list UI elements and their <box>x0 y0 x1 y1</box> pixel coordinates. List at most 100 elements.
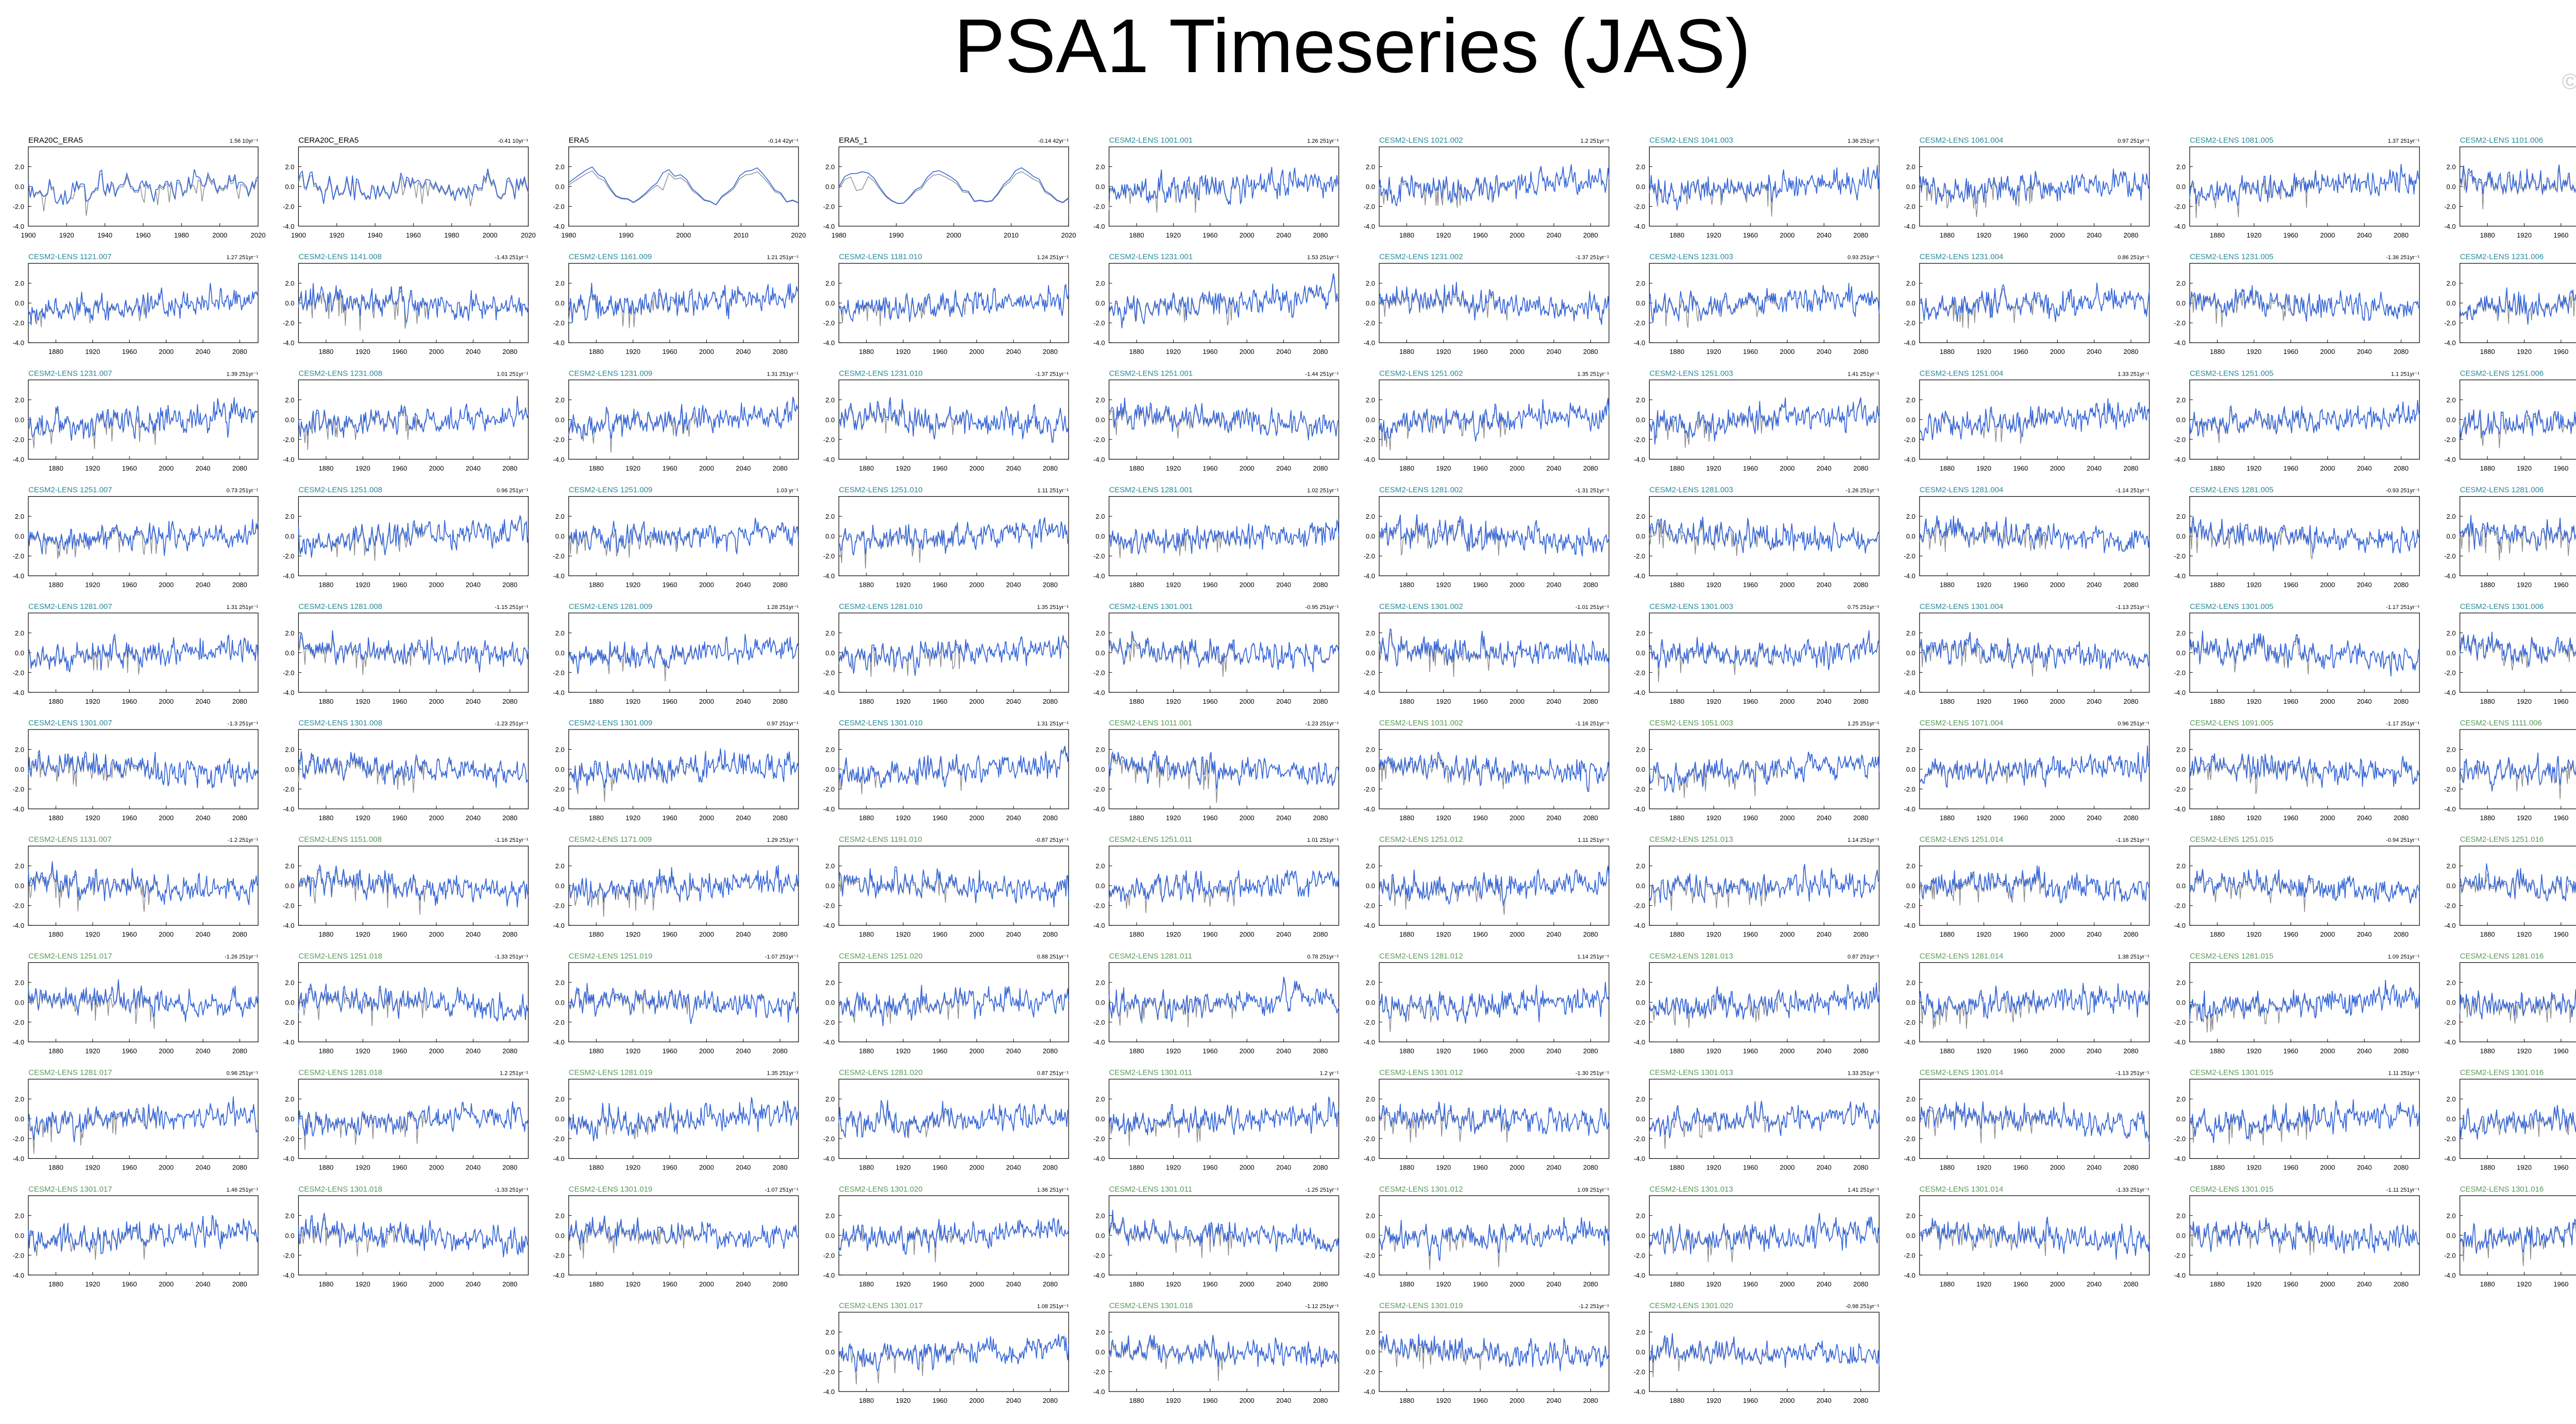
y-tick-label: -4.0 <box>283 455 294 463</box>
series-line <box>298 1101 529 1137</box>
panel-title: CESM2-LENS 1251.017 <box>28 952 112 960</box>
timeseries-panel: CESM2-LENS 1281.014 1.38 251yr⁻¹ 2.0 0.0 -2.… <box>1904 952 2150 1055</box>
x-tick-label: 1920 <box>85 814 100 822</box>
x-tick-label: 1960 <box>663 1164 677 1172</box>
y-tick-label: -4.0 <box>283 689 294 697</box>
series-line <box>838 284 1069 323</box>
x-tick-label: 1960 <box>1473 348 1488 355</box>
x-tick-label: 1920 <box>2247 930 2262 938</box>
x-tick-label: 2040 <box>1817 348 1832 355</box>
series-line <box>568 397 799 439</box>
x-tick-label: 1880 <box>1669 930 1684 938</box>
panel-trend: 1.33 251yr⁻¹ <box>2117 371 2149 377</box>
reference-series-line <box>2459 756 2576 800</box>
x-tick-label: 1920 <box>1706 1280 1721 1288</box>
panel-title: CESM2-LENS 1251.011 <box>1109 835 1192 844</box>
panel-title: CESM2-LENS 1301.007 <box>28 719 112 727</box>
x-tick-label: 2040 <box>1546 581 1561 589</box>
y-tick-label: -4.0 <box>823 1038 835 1046</box>
y-tick-label: -4.0 <box>1904 689 1915 697</box>
panel-title: CESM2-LENS 1281.002 <box>1379 486 1463 495</box>
x-tick-label: 2080 <box>1313 1280 1328 1288</box>
panel-title: CESM2-LENS 1281.004 <box>1920 486 2004 495</box>
x-tick-label: 1920 <box>1166 698 1181 705</box>
y-tick-label: 0.0 <box>15 299 24 307</box>
x-tick-label: 2000 <box>2050 698 2065 705</box>
x-tick-label: 2000 <box>2050 581 2065 589</box>
x-tick-label: 2000 <box>1240 1164 1255 1172</box>
y-tick-label: 2.0 <box>825 513 835 520</box>
x-tick-label: 1880 <box>2480 1164 2495 1172</box>
x-tick-label: 2080 <box>773 1280 788 1288</box>
timeseries-panel: CESM2-LENS 1231.010 -1.37 251yr⁻¹ 2.0 0.0 -2… <box>823 369 1069 472</box>
x-tick-label: 1960 <box>2283 1280 2298 1288</box>
timeseries-panel: CESM2-LENS 1001.001 1.26 251yr⁻¹ 2.0 0.0 -2.… <box>1093 136 1340 239</box>
y-tick-label: -4.0 <box>2444 455 2455 463</box>
panel-title: CESM2-LENS 1281.016 <box>2460 952 2544 960</box>
panel-title: CESM2-LENS 1301.004 <box>1920 602 2004 611</box>
y-tick-label: -2.0 <box>283 1251 294 1259</box>
panel-title: CESM2-LENS 1251.018 <box>298 952 382 960</box>
x-tick-label: 2040 <box>1817 1164 1832 1172</box>
x-tick-label: 1880 <box>589 464 604 472</box>
x-tick-label: 1960 <box>2013 1164 2028 1172</box>
timeseries-panel: CESM2-LENS 1251.020 0.88 251yr⁻¹ 2.0 0.0 -2.… <box>823 952 1069 1055</box>
y-tick-label: -4.0 <box>283 922 294 929</box>
x-tick-label: 2040 <box>2357 231 2372 239</box>
x-tick-label: 2080 <box>1853 581 1868 589</box>
x-tick-label: 2080 <box>1853 1047 1868 1055</box>
panel-title: CESM2-LENS 1251.005 <box>2190 369 2274 378</box>
x-tick-label: 1960 <box>1743 814 1758 822</box>
panel-trend: -1.2 251yr⁻¹ <box>1579 1303 1609 1310</box>
series-line <box>2459 989 2576 1020</box>
y-tick-label: -4.0 <box>2444 572 2455 580</box>
y-tick-label: 2.0 <box>15 979 24 987</box>
panel-title: CESM2-LENS 1101.006 <box>2460 136 2543 145</box>
panel-trend: 1.31 251yr⁻¹ <box>227 604 259 611</box>
x-tick-label: 2000 <box>1510 464 1524 472</box>
x-tick-label: 1920 <box>1976 1280 1991 1288</box>
y-tick-label: -4.0 <box>2174 572 2185 580</box>
x-tick-label: 2080 <box>773 930 788 938</box>
y-tick-label: -4.0 <box>1634 805 1645 813</box>
series-line <box>1649 752 1880 794</box>
x-tick-label: 2000 <box>1510 698 1524 705</box>
x-tick-label: 2040 <box>1817 231 1832 239</box>
panel-trend: -1.33 251yr⁻¹ <box>495 1187 528 1193</box>
x-tick-label: 1960 <box>2013 698 2028 705</box>
x-tick-label: 1960 <box>122 698 137 705</box>
series-line <box>1109 397 1340 440</box>
x-tick-label: 1960 <box>663 930 677 938</box>
y-tick-label: -4.0 <box>1634 223 1645 230</box>
y-tick-label: 2.0 <box>825 280 835 287</box>
x-tick-label: 1880 <box>1129 814 1144 822</box>
y-tick-label: -2.0 <box>2174 902 2185 910</box>
x-tick-label: 1980 <box>561 231 576 239</box>
x-tick-label: 2000 <box>1780 1047 1795 1055</box>
panel-trend: 1.36 251yr⁻¹ <box>1037 1187 1069 1193</box>
timeseries-panel: CESM2-LENS 1081.005 1.37 251yr⁻¹ 2.0 0.0 -2.… <box>2174 136 2420 239</box>
y-tick-label: 2.0 <box>15 280 24 287</box>
x-tick-label: 1880 <box>589 814 604 822</box>
reference-series-line <box>298 634 529 675</box>
panel-trend: -0.94 251yr⁻¹ <box>2386 837 2419 843</box>
x-tick-label: 2040 <box>1276 930 1291 938</box>
x-tick-label: 1880 <box>859 348 874 355</box>
series-line <box>1919 515 2150 553</box>
y-tick-label: -2.0 <box>2174 203 2185 211</box>
timeseries-panel: CESM2-LENS 1051.003 1.25 251yr⁻¹ 2.0 0.0 -2.… <box>1634 719 1880 822</box>
panel-title: CESM2-LENS 1231.010 <box>839 369 923 378</box>
y-tick-label: 0.0 <box>2176 882 2185 890</box>
panel-trend: 1.03 yr⁻¹ <box>776 488 799 494</box>
reference-series-line <box>568 519 799 558</box>
timeseries-panel: CESM2-LENS 1281.005 -0.93 251yr⁻¹ 2.0 0.0 -2… <box>2174 486 2420 589</box>
x-tick-label: 1880 <box>1669 1280 1684 1288</box>
reference-series-line <box>838 1219 1069 1263</box>
series-line <box>838 745 1069 788</box>
y-tick-label: -4.0 <box>1364 455 1375 463</box>
x-tick-label: 2080 <box>2124 1047 2139 1055</box>
y-tick-label: 2.0 <box>2176 280 2185 287</box>
timeseries-panel: CESM2-LENS 1251.001 -1.44 251yr⁻¹ 2.0 0.0 -2… <box>1093 369 1340 472</box>
x-tick-label: 1960 <box>2553 698 2568 705</box>
x-tick-label: 1880 <box>1129 1047 1144 1055</box>
